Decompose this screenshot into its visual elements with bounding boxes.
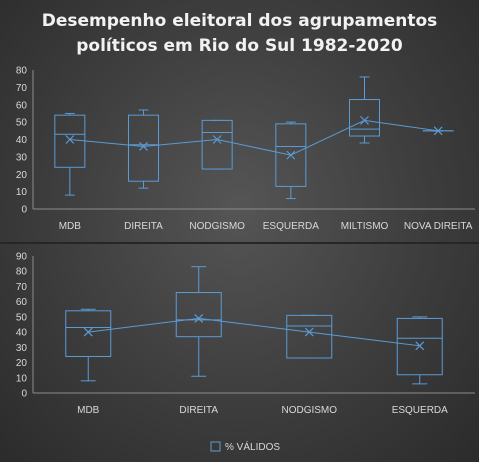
y-tick-label: 60 — [16, 100, 28, 111]
y-tick-label: 50 — [16, 312, 28, 323]
box-iqr — [175, 292, 222, 338]
y-tick-label: 10 — [16, 187, 28, 198]
y-tick-label: 0 — [21, 205, 27, 216]
y-tick-label: 20 — [16, 170, 28, 181]
y-tick-label: 70 — [16, 83, 28, 94]
y-tick-label: 20 — [16, 358, 28, 369]
x-category-label: NODGISMO — [281, 405, 337, 416]
box-mdb — [54, 112, 86, 196]
box-esquerda — [275, 121, 307, 200]
box-esquerda — [396, 316, 443, 385]
box-iqr — [275, 123, 307, 187]
y-tick-label: 0 — [21, 389, 27, 400]
box-nodgismo — [201, 119, 233, 170]
box-iqr — [65, 310, 112, 357]
box-iqr — [396, 317, 443, 376]
x-category-label: NOVA DIREITA — [404, 221, 473, 232]
x-category-label: DIREITA — [179, 405, 218, 416]
chart-title-line1: Desempenho eleitoral dos agrupamentos — [42, 11, 438, 31]
legend-swatch — [210, 441, 221, 452]
mean-marker — [360, 115, 369, 125]
mean-marker — [194, 313, 204, 323]
box-iqr — [128, 114, 159, 182]
mean-marker — [139, 142, 148, 151]
top-box-plot: 0 10 20 30 40 50 60 70 80 MDB DIREITA NODGISMO ESQUE… — [16, 66, 475, 232]
y-tick-label: 40 — [16, 328, 28, 339]
box-iqr — [201, 119, 233, 170]
y-tick-label: 70 — [16, 282, 28, 293]
legend: % VÁLIDOS — [210, 440, 280, 453]
box-direita — [128, 109, 159, 189]
box-direita — [175, 266, 222, 377]
box-mdb — [65, 308, 112, 382]
mean-line — [69, 119, 439, 156]
mean-marker — [304, 327, 314, 337]
x-category-label: MDB — [59, 221, 82, 232]
x-category-label: MILTISMO — [341, 221, 389, 232]
x-category-label: ESQUERDA — [263, 221, 319, 232]
y-tick-label: 10 — [16, 373, 28, 384]
box-iqr — [286, 314, 333, 359]
x-category-label: ESQUERDA — [392, 405, 448, 416]
box-miltismo — [349, 76, 380, 144]
box-iqr — [349, 99, 380, 137]
mean-marker — [286, 150, 296, 160]
y-tick-label: 80 — [16, 267, 28, 278]
y-tick-label: 40 — [16, 135, 28, 146]
mean-line — [88, 317, 420, 347]
mean-marker — [212, 135, 222, 144]
mean-marker — [433, 126, 443, 136]
mean-marker — [83, 327, 93, 337]
mean-marker — [65, 135, 75, 144]
box-nodgismo — [286, 314, 333, 359]
chart-title-line2: políticos em Rio do Sul 1982-2020 — [76, 36, 403, 56]
y-tick-label: 30 — [16, 152, 28, 163]
y-tick-label: 60 — [16, 297, 28, 308]
box-iqr — [54, 114, 86, 168]
x-category-label: DIREITA — [124, 221, 163, 232]
y-tick-label: 90 — [16, 252, 28, 263]
mean-marker — [415, 341, 425, 351]
y-tick-label: 30 — [16, 343, 28, 354]
y-tick-label: 50 — [16, 118, 28, 129]
y-tick-label: 80 — [16, 66, 28, 77]
x-category-label: MDB — [77, 405, 100, 416]
x-category-label: NODGISMO — [189, 221, 245, 232]
legend-label: % VÁLIDOS — [225, 440, 280, 453]
bottom-box-plot: 0 10 20 30 40 50 60 70 80 90 MDB DIREITA NODGISMO ESQ… — [16, 252, 475, 416]
